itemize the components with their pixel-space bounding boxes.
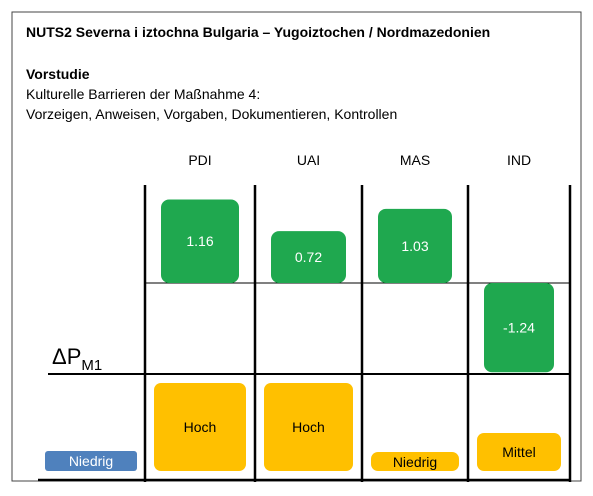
level-box [154, 383, 246, 471]
column-header: PDI [188, 152, 211, 168]
value-box [484, 283, 554, 373]
value-label: -1.24 [503, 320, 535, 336]
reference-label: Niedrig [69, 453, 113, 469]
value-box [378, 208, 452, 283]
axis-label-sub: M1 [81, 357, 102, 374]
column-header: UAI [297, 152, 320, 168]
level-label: Hoch [184, 419, 217, 435]
reference-box [45, 451, 137, 471]
level-label: Mittel [502, 444, 535, 460]
axis-label: ΔPM1 [52, 344, 102, 374]
value-label: 1.03 [401, 238, 428, 254]
heading: Vorstudie [26, 66, 90, 82]
level-label: Niedrig [393, 454, 437, 470]
title: NUTS2 Severna i iztochna Bulgaria – Yugo… [26, 24, 490, 40]
value-label: 0.72 [295, 249, 322, 265]
level-box [477, 433, 561, 471]
level-label: Hoch [292, 419, 325, 435]
column-header: IND [507, 152, 531, 168]
value-label: 1.16 [186, 233, 213, 249]
value-box [161, 199, 239, 283]
intro-line: Kulturelle Barrieren der Maßnahme 4: [26, 86, 260, 102]
value-box [271, 231, 346, 283]
level-box [371, 452, 459, 471]
axis-label-main: ΔP [52, 344, 81, 369]
column-header: MAS [400, 152, 430, 168]
intro-line: Vorzeigen, Anweisen, Vorgaben, Dokumenti… [26, 106, 397, 122]
level-box [264, 383, 353, 471]
